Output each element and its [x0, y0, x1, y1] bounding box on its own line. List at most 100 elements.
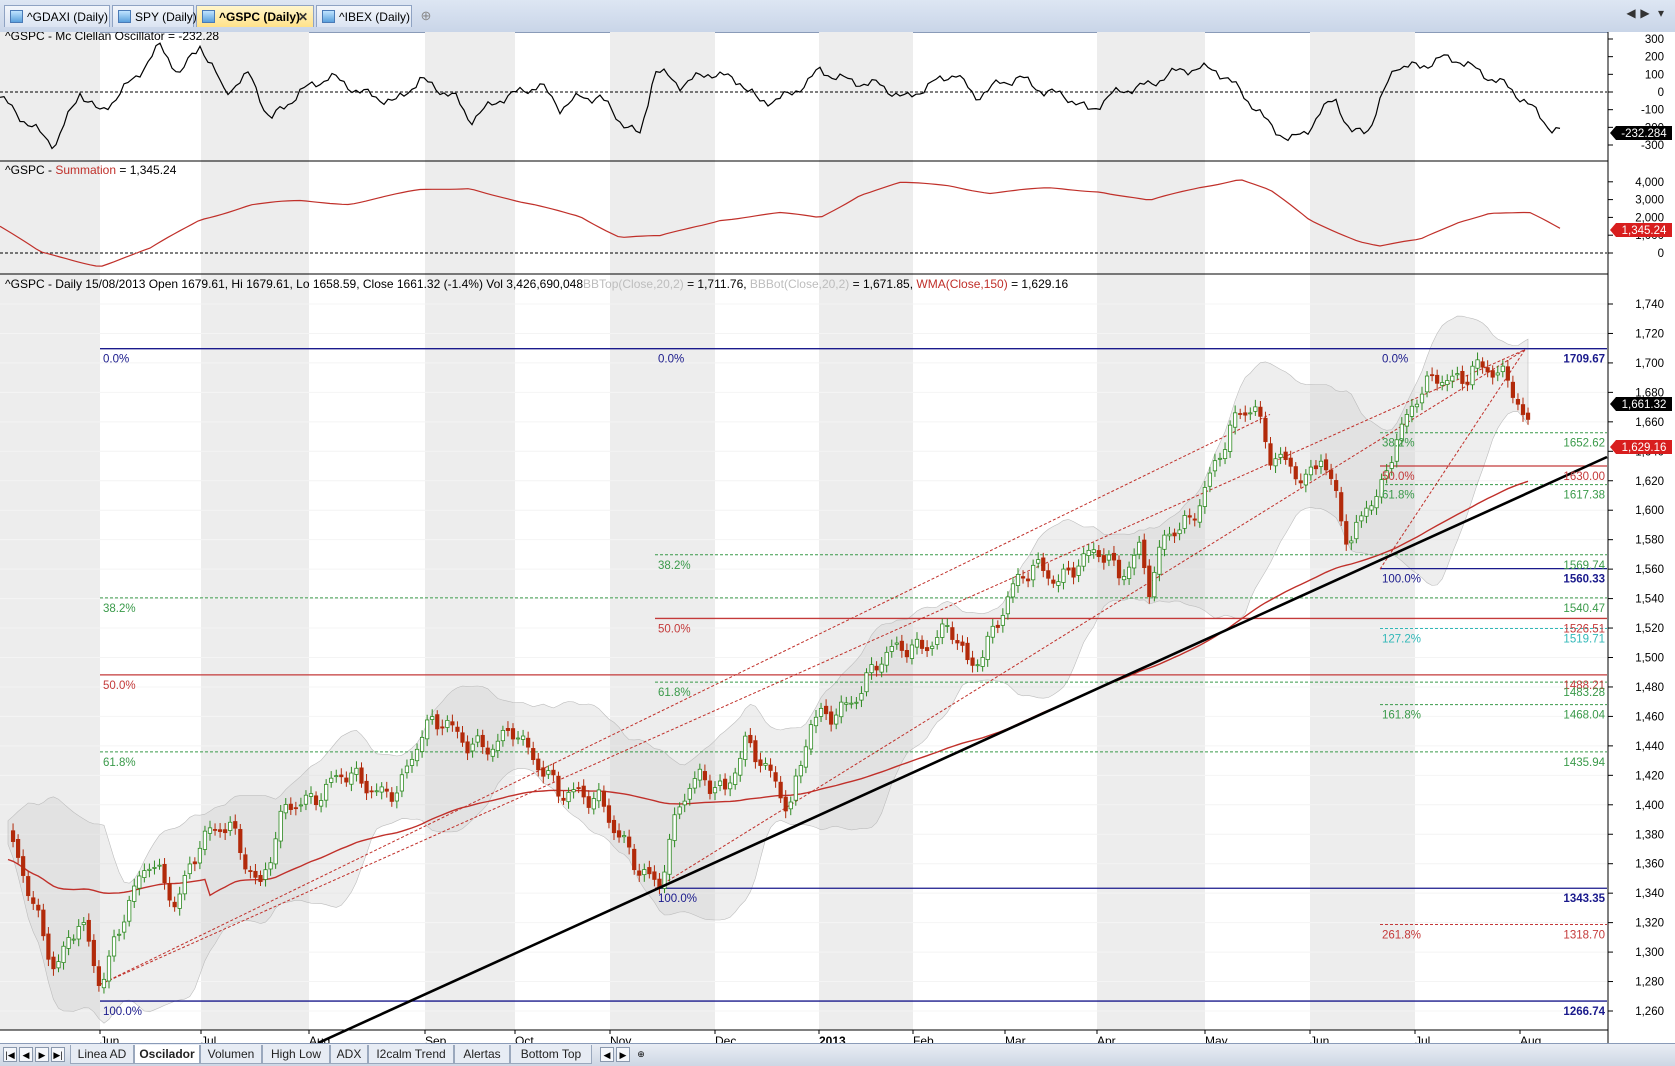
candle-body	[793, 775, 798, 801]
month-label: Jul	[201, 1034, 216, 1043]
trend-channel-line[interactable]	[654, 349, 1526, 890]
scroll-sheets-right-icon[interactable]: ▶	[616, 1047, 630, 1062]
fib-label: 50.0%	[103, 680, 136, 692]
candle-body	[1192, 518, 1197, 521]
candle-body	[142, 870, 147, 878]
candle-body	[349, 772, 354, 785]
value-axis[interactable]: 3002001000-100-200-3004,0003,0002,0001,0…	[1608, 34, 1664, 1018]
candle-body	[1278, 453, 1283, 458]
chart-tab-bar: ^GDAXI (Daily) SPY (Daily) ^GSPC (Daily)…	[0, 0, 1675, 33]
candle-body	[1329, 469, 1334, 479]
sheet-tab-volumen[interactable]: Volumen	[200, 1045, 262, 1064]
first-sheet-icon[interactable]: |◀	[3, 1047, 17, 1062]
candle-body	[798, 765, 803, 777]
trend-channel-line[interactable]	[1379, 349, 1526, 570]
candle-body	[1480, 361, 1485, 368]
candle-body	[728, 782, 733, 790]
axis-label: 0	[1658, 87, 1664, 99]
scroll-sheets-left-icon[interactable]: ◀	[600, 1047, 614, 1062]
candle-body	[1182, 515, 1187, 529]
tab-scroll-left-icon[interactable]: ◀	[1626, 6, 1636, 20]
candle-body	[1455, 373, 1460, 376]
close-tab-icon[interactable]: ✕	[297, 10, 308, 24]
candle-body	[1369, 505, 1374, 511]
candle-body	[258, 875, 263, 882]
candle-body	[692, 778, 697, 789]
trend-channel-line[interactable]	[99, 414, 1271, 985]
candle-body	[409, 758, 415, 766]
next-sheet-icon[interactable]: ▶	[35, 1047, 49, 1062]
bbbot-label: BBBot(Close,20,2)	[750, 277, 849, 291]
long-term-trendline[interactable]	[317, 455, 1608, 1045]
candle-body	[1086, 549, 1091, 556]
sheet-tab-high-low[interactable]: High Low	[262, 1045, 330, 1064]
new-tab-icon[interactable]: ⊕	[420, 8, 432, 23]
chart-icon	[10, 10, 23, 23]
fib-level-value: 1519.71	[1563, 633, 1605, 645]
candle-body	[283, 804, 288, 814]
date-axis[interactable]: Jun Jul Aug Sep Oct Nov Dec 2013 Feb Mar Apr May Jun…	[99, 1030, 1541, 1048]
candle-body	[15, 838, 21, 858]
candle-body	[1505, 366, 1510, 381]
sheet-tab-alertas[interactable]: Alertas	[454, 1045, 510, 1064]
sheet-tab-oscilador[interactable]: Oscilador	[134, 1045, 200, 1064]
candle-body	[505, 728, 511, 731]
fib-label: 38.2%	[658, 560, 691, 572]
month-label: Feb	[913, 1034, 934, 1043]
candle-body	[61, 945, 66, 963]
candle-body	[440, 726, 445, 729]
candle-body	[1520, 404, 1526, 415]
last-sheet-icon[interactable]: ▶|	[51, 1047, 65, 1062]
candle-body	[985, 635, 990, 660]
oscillator-pane[interactable]: ^GSPC - Mc Clellan Oscillator = -232.28	[0, 29, 1607, 150]
sheet-tab-bottom-top[interactable]: Bottom Top	[510, 1045, 592, 1064]
prev-sheet-icon[interactable]: ◀	[19, 1047, 33, 1062]
candle-body	[1323, 459, 1329, 471]
candle-body	[1071, 567, 1076, 578]
month-label: Mar	[1005, 1034, 1026, 1043]
tab-gdaxi[interactable]: ^GDAXI (Daily)	[4, 5, 110, 27]
tab-gspc[interactable]: ^GSPC (Daily) ✕	[196, 5, 314, 27]
candle-body	[1005, 596, 1011, 615]
add-sheet-icon[interactable]: ⊕	[637, 1049, 645, 1059]
candle-body	[329, 777, 334, 783]
tab-spy[interactable]: SPY (Daily)	[112, 5, 197, 27]
candle-body	[1374, 496, 1379, 509]
candle-body	[990, 625, 995, 638]
candle-body	[748, 734, 753, 744]
fib-level-value: 1488.21	[1563, 680, 1605, 692]
price-pane[interactable]: 0.0% 38.2% 50.0% 61.8% 100.0% 0.0% 38.2% 50.0% 6…	[5, 277, 1608, 1045]
candle-body	[889, 646, 894, 652]
candle-body	[1217, 457, 1223, 460]
tab-menu-icon[interactable]: ▾	[1657, 6, 1665, 20]
candle-body	[137, 875, 142, 889]
chart-area[interactable]: ^GSPC - Mc Clellan Oscillator = -232.28 …	[0, 29, 1675, 1048]
month-label: Jun	[1310, 1034, 1329, 1043]
candle-body	[566, 792, 571, 803]
fib-level-value: 1343.35	[1563, 893, 1605, 905]
sheet-tab-i2calm-trend[interactable]: I2calm Trend	[368, 1045, 454, 1064]
candle-body	[10, 830, 16, 842]
axis-label: 1,260	[1635, 1006, 1664, 1018]
chart-canvas[interactable]: ^GSPC - Mc Clellan Oscillator = -232.28 …	[0, 29, 1675, 1048]
sheet-tab-adx[interactable]: ADX	[330, 1045, 368, 1064]
summation-pane[interactable]: ^GSPC - Summation = 1,345.24	[0, 163, 1607, 267]
tab-scroll-right-icon[interactable]: ▶	[1640, 6, 1650, 20]
candle-body	[909, 644, 915, 659]
tab-ibex[interactable]: ^IBEX (Daily)	[316, 5, 412, 27]
candle-body	[1233, 412, 1238, 428]
candle-body	[111, 936, 117, 957]
candle-body	[1061, 568, 1066, 583]
candle-body	[414, 748, 420, 762]
candle-body	[925, 647, 930, 652]
candle-body	[1212, 460, 1218, 472]
axis-label: 1,400	[1635, 800, 1664, 812]
sheet-tab-linea-ad[interactable]: Linea AD	[70, 1045, 134, 1064]
candle-body	[1056, 581, 1061, 586]
candle-body	[1445, 380, 1450, 385]
candle-body	[465, 741, 470, 754]
candle-body	[546, 770, 551, 775]
fib-label: 50.0%	[658, 623, 691, 635]
candle-body	[212, 829, 218, 831]
candle-body	[1127, 566, 1132, 579]
